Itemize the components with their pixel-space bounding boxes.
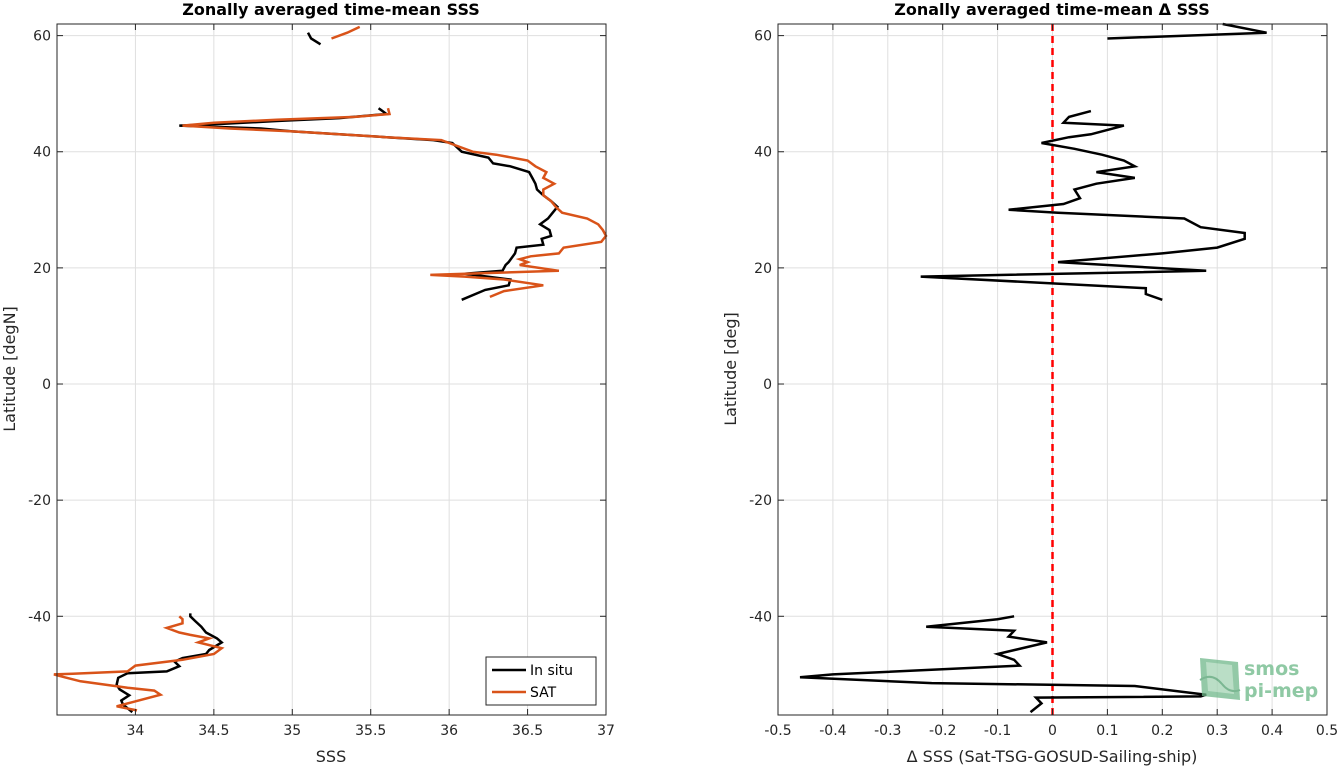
right-x-axis-label: Δ SSS (Sat-TSG-GOSUD-Sailing-ship) xyxy=(907,747,1198,766)
logo-text-smos: smos xyxy=(1244,658,1299,680)
left-series-line-sat xyxy=(53,615,225,712)
right-y-tick-label: -20 xyxy=(749,493,772,509)
legend-label-sat: SAT xyxy=(530,685,557,701)
left-x-tick-label: 35.5 xyxy=(355,723,386,739)
right-x-tick-label: -0.3 xyxy=(874,723,901,739)
right-x-tick-label: 0.4 xyxy=(1261,723,1283,739)
left-y-tick-label: 60 xyxy=(33,29,51,45)
legend: In situ SAT xyxy=(485,656,597,706)
right-series-line-delta-sss xyxy=(920,109,1246,301)
right-x-tick-label: 0.3 xyxy=(1206,723,1228,739)
left-y-tick-label: 0 xyxy=(42,377,51,393)
left-y-axis-label: Latitude [degN] xyxy=(0,306,19,432)
right-x-tick-label: 0.2 xyxy=(1151,723,1173,739)
left-ticks: 34 34.5 35 35.5 36 36.5 37 -40 -20 0 20 40 60 xyxy=(28,24,615,739)
left-x-tick-label: 36 xyxy=(440,723,458,739)
left-x-tick-label: 36.5 xyxy=(512,723,543,739)
legend-label-in-situ: In situ xyxy=(530,663,573,679)
right-x-tick-label: 0 xyxy=(1048,723,1057,739)
legend-box xyxy=(485,656,597,706)
right-chart: -0.5 -0.4 -0.3 -0.2 -0.1 0 0.1 0.2 0.3 0.4 0.5 -40 -… xyxy=(721,0,1338,766)
left-x-axis-label: SSS xyxy=(316,747,346,766)
right-y-tick-label: 40 xyxy=(754,145,772,161)
left-chart: 34 34.5 35 35.5 36 36.5 37 -40 -20 0 20 40 60 Zonall… xyxy=(0,0,615,766)
logo-text-pi-mep: pi-mep xyxy=(1244,680,1318,702)
right-series-group xyxy=(799,22,1267,714)
right-series-line-delta-sss xyxy=(1107,22,1267,40)
left-series-line-sat xyxy=(331,25,361,40)
right-series-line-delta-sss xyxy=(799,615,1207,714)
left-series-line-sat xyxy=(182,107,608,299)
right-x-tick-label: -0.1 xyxy=(984,723,1011,739)
right-x-tick-label: -0.5 xyxy=(764,723,791,739)
logo-mark-icon xyxy=(1199,658,1241,700)
left-plot-area xyxy=(57,24,606,715)
right-ticks: -0.5 -0.4 -0.3 -0.2 -0.1 0 0.1 0.2 0.3 0.4 0.5 -40 -… xyxy=(749,24,1338,739)
right-x-tick-label: -0.4 xyxy=(819,723,846,739)
right-y-tick-label: 0 xyxy=(763,377,772,393)
right-y-tick-label: 60 xyxy=(754,29,772,45)
right-x-tick-label: 0.1 xyxy=(1096,723,1118,739)
left-series-group xyxy=(53,25,608,714)
left-grid xyxy=(57,24,607,715)
left-x-tick-label: 34 xyxy=(127,723,145,739)
left-y-tick-label: 20 xyxy=(33,261,51,277)
right-x-tick-label: 0.5 xyxy=(1316,723,1338,739)
right-y-tick-label: -40 xyxy=(749,609,772,625)
smos-pi-mep-logo: smos pi-mep xyxy=(1199,658,1318,702)
right-y-tick-label: 20 xyxy=(754,261,772,277)
left-y-tick-label: 40 xyxy=(33,145,51,161)
right-x-tick-label: -0.2 xyxy=(929,723,956,739)
left-y-tick-label: -20 xyxy=(28,493,51,509)
left-y-tick-label: -40 xyxy=(28,609,51,625)
left-axes-box xyxy=(56,23,607,716)
left-chart-title: Zonally averaged time-mean SSS xyxy=(182,0,480,19)
left-series-line-in-situ xyxy=(306,32,322,46)
left-x-tick-label: 35 xyxy=(283,723,301,739)
right-chart-title: Zonally averaged time-mean Δ SSS xyxy=(894,0,1210,19)
left-x-tick-label: 37 xyxy=(597,723,615,739)
left-x-tick-label: 34.5 xyxy=(198,723,229,739)
right-y-axis-label: Latitude [deg] xyxy=(721,312,740,426)
